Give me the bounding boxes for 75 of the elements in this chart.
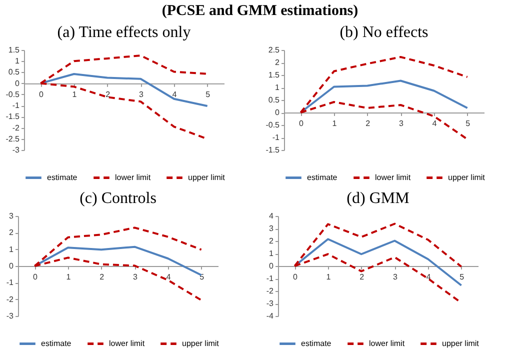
y-tick-label: 0 <box>275 108 280 117</box>
x-tick-label: 5 <box>206 90 211 99</box>
y-tick-label: 3 <box>9 212 14 220</box>
legend-label: upper limit <box>448 172 486 182</box>
x-tick-label: 3 <box>138 90 144 99</box>
y-tick-label: -0.5 <box>6 90 20 99</box>
y-tick-label: 0.5 <box>8 68 20 77</box>
y-tick-label: -1 <box>6 278 14 288</box>
y-tick-label: 0 <box>9 262 14 270</box>
y-tick-label: -2 <box>6 294 14 304</box>
y-tick-label: 2 <box>269 236 274 246</box>
x-tick-label: 5 <box>466 119 471 128</box>
y-tick-label: 1 <box>9 244 14 254</box>
x-tick-label: 5 <box>460 272 465 282</box>
legend-label: upper limit <box>182 338 220 348</box>
x-tick-label: 0 <box>38 90 44 99</box>
x-tick-label: 2 <box>100 272 105 282</box>
x-tick-label: 0 <box>32 272 38 282</box>
legend-label: lower limit <box>375 172 412 182</box>
legend-label: lower limit <box>109 338 146 348</box>
x-tick-label: 4 <box>426 272 432 282</box>
chart-title: (d) GMM <box>346 190 410 207</box>
y-tick-label: 1 <box>269 249 274 258</box>
y-tick-label: 1.5 <box>268 70 280 80</box>
x-tick-label: 1 <box>332 119 338 128</box>
x-tick-label: 2 <box>360 272 365 282</box>
y-tick-label: 2 <box>275 58 280 67</box>
x-tick-label: 3 <box>398 119 404 128</box>
x-tick-label: 4 <box>166 272 172 282</box>
y-tick-label: 1 <box>15 56 20 66</box>
y-tick-label: -3 <box>266 299 274 308</box>
x-tick-label: 1 <box>326 272 332 282</box>
chart-title: (a) Time effects only <box>57 24 191 41</box>
legend-label: estimate <box>301 338 332 348</box>
y-tick-label: 1.5 <box>8 46 20 54</box>
x-tick-label: 1 <box>72 90 78 99</box>
x-tick-label: 2 <box>366 119 371 128</box>
y-tick-label: 2.5 <box>268 46 280 54</box>
x-tick-label: 4 <box>432 119 438 128</box>
legend-label: estimate <box>41 338 72 348</box>
legend-label: estimate <box>307 172 338 182</box>
y-tick-label: 0.5 <box>268 96 280 104</box>
legend-label: lower limit <box>369 338 406 348</box>
chart-title: (c) Controls <box>80 190 156 207</box>
y-tick-label: -2 <box>12 123 20 132</box>
legend-label: estimate <box>47 172 78 182</box>
y-tick-label: 4 <box>269 212 274 220</box>
y-tick-label: 0 <box>15 78 20 88</box>
x-tick-label: 1 <box>66 272 72 282</box>
text: (PCSE and GMM estimations) <box>160 2 360 21</box>
x-tick-label: 4 <box>172 90 178 99</box>
y-tick-label: -3 <box>6 312 14 320</box>
y-tick-label: 2 <box>9 228 14 238</box>
y-tick-label: -1 <box>266 274 274 283</box>
y-tick-label: 1 <box>275 83 280 92</box>
y-tick-label: -2 <box>266 286 274 296</box>
y-tick-label: 0 <box>269 262 274 270</box>
y-tick-label: 3 <box>269 224 274 233</box>
chart-title: (b) No effects <box>340 24 428 41</box>
x-tick-label: 3 <box>392 272 398 282</box>
y-tick-label: -1 <box>12 101 20 110</box>
y-tick-label: -3 <box>12 146 20 154</box>
x-tick-label: 3 <box>132 272 138 282</box>
y-tick-label: -1.5 <box>6 112 20 122</box>
legend-label: lower limit <box>115 172 152 182</box>
y-tick-label: -1 <box>272 133 280 142</box>
x-tick-label: 0 <box>292 272 298 282</box>
y-tick-label: -4 <box>266 312 274 320</box>
x-tick-label: 2 <box>106 90 111 99</box>
legend-label: upper limit <box>442 338 480 348</box>
y-tick-label: -1.5 <box>266 146 280 154</box>
x-tick-label: 0 <box>298 119 304 128</box>
legend-label: upper limit <box>188 172 226 182</box>
y-tick-label: -0.5 <box>266 120 280 130</box>
y-tick-label: -2.5 <box>6 134 20 144</box>
